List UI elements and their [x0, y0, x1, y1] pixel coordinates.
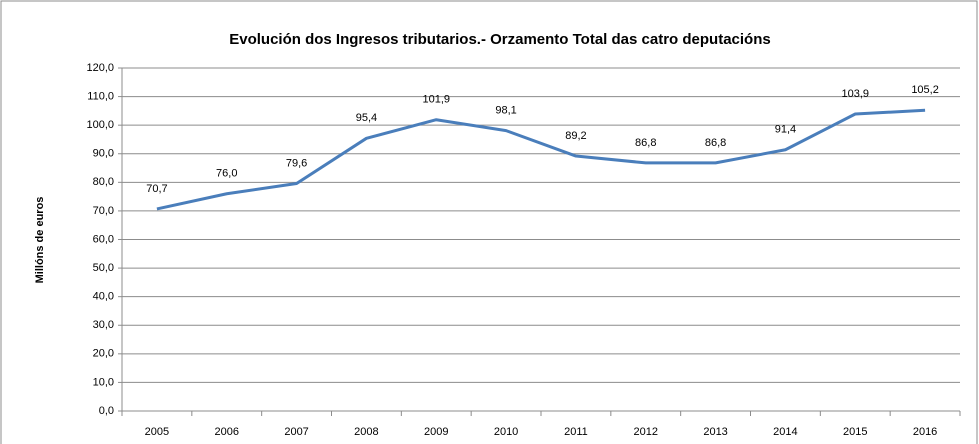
- y-tick-label: 120,0: [86, 62, 114, 74]
- data-label: 86,8: [705, 137, 726, 149]
- x-tick-label: 2013: [703, 426, 727, 438]
- y-tick-label: 80,0: [93, 176, 114, 188]
- x-tick-label: 2007: [284, 426, 308, 438]
- x-tick-label: 2014: [773, 426, 797, 438]
- y-tick-label: 20,0: [93, 348, 114, 360]
- y-tick-label: 30,0: [93, 319, 114, 331]
- y-tick-label: 40,0: [93, 291, 114, 303]
- x-tick-label: 2005: [145, 426, 169, 438]
- x-tick-label: 2011: [564, 426, 588, 438]
- y-tick-label: 100,0: [86, 119, 114, 131]
- y-tick-label: 90,0: [93, 148, 114, 160]
- data-label: 79,6: [286, 157, 307, 169]
- data-label: 101,9: [422, 94, 450, 106]
- x-tick-label: 2010: [494, 426, 518, 438]
- data-label: 86,8: [635, 137, 656, 149]
- x-tick-label: 2016: [913, 426, 937, 438]
- y-tick-label: 60,0: [93, 233, 114, 245]
- data-line: [156, 108, 926, 211]
- x-tick-label: 2006: [215, 426, 239, 438]
- y-tick-label: 50,0: [93, 262, 114, 274]
- y-axis-label: Millóns de euros: [34, 197, 46, 284]
- data-label: 95,4: [356, 112, 377, 124]
- y-tick-label: 70,0: [93, 205, 114, 217]
- data-label: 70,7: [146, 183, 167, 195]
- data-label: 91,4: [775, 124, 796, 136]
- data-label: 103,9: [841, 88, 869, 100]
- x-tick-label: 2008: [354, 426, 378, 438]
- y-tick-label: 10,0: [93, 376, 114, 388]
- y-tick-label: 110,0: [87, 90, 114, 102]
- chart-title: Evolución dos Ingresos tributarios.- Orz…: [229, 31, 770, 48]
- x-tick-label: 2015: [843, 426, 867, 438]
- y-tick-label: 0,0: [99, 405, 114, 417]
- data-label: 105,2: [911, 84, 939, 96]
- x-tick-label: 2012: [634, 426, 658, 438]
- data-label: 98,1: [495, 105, 516, 117]
- data-label: 76,0: [216, 168, 237, 180]
- data-label: 89,2: [565, 130, 586, 142]
- x-tick-label: 2009: [424, 426, 448, 438]
